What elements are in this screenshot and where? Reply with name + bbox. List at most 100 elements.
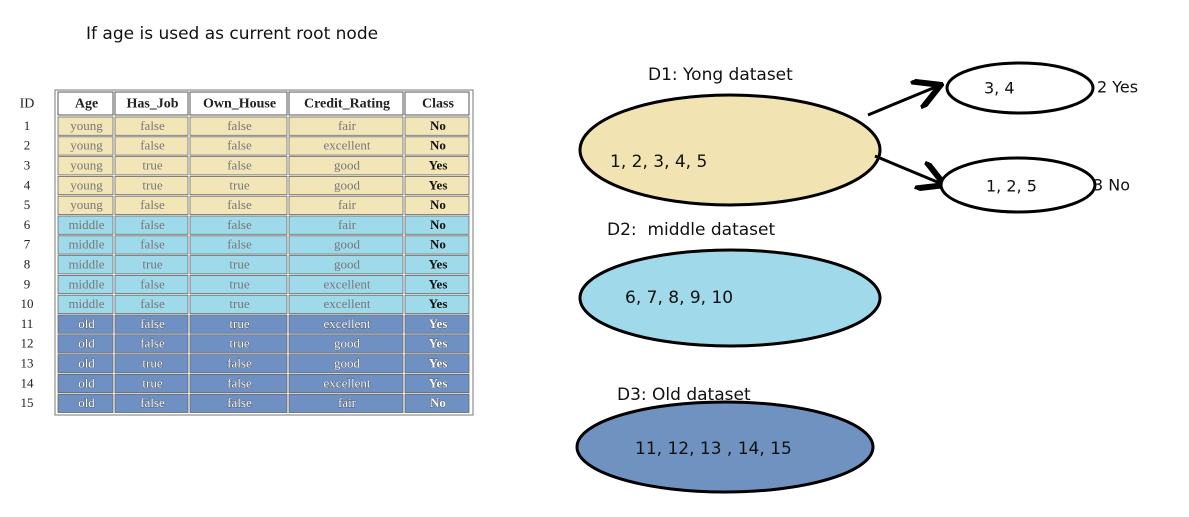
- dataset-label: D1: Yong dataset: [648, 65, 793, 85]
- cell-text: false: [140, 336, 165, 351]
- row-id: 13: [21, 355, 34, 370]
- cell-text: good: [334, 237, 361, 252]
- dataset-label: D3: Old dataset: [617, 385, 751, 405]
- cell: [404, 294, 470, 314]
- cell-text: young: [70, 197, 103, 212]
- cell: [288, 373, 404, 394]
- cell-text: young: [70, 157, 103, 172]
- cell-text: true: [142, 177, 162, 192]
- cell: [189, 136, 288, 156]
- cell: [404, 156, 470, 176]
- row-id: 8: [24, 256, 31, 271]
- cell-text: No: [430, 138, 446, 153]
- branch-node: [945, 61, 1095, 115]
- cell: [114, 215, 189, 235]
- cell-text: good: [334, 256, 361, 271]
- cell: [404, 136, 470, 156]
- cell-text: good: [334, 336, 361, 351]
- row-id: 12: [21, 336, 34, 351]
- cell: [288, 314, 404, 334]
- row-id: 1: [24, 118, 31, 133]
- cell-text: excellent: [324, 316, 371, 331]
- header-text: Class: [422, 97, 454, 112]
- cell: [404, 393, 470, 413]
- cell-text: false: [140, 217, 165, 232]
- cell: [57, 314, 114, 334]
- cell-text: true: [229, 336, 249, 351]
- cell-text: true: [142, 355, 162, 370]
- row-id: 2: [24, 138, 31, 153]
- title: If age is used as current root node: [86, 24, 378, 44]
- dataset-items: 11, 12, 13 , 14, 15: [635, 439, 792, 459]
- cell-text: Yes: [429, 276, 448, 291]
- cell: [57, 393, 114, 413]
- dataset-items: 1, 2, 3, 4, 5: [610, 152, 707, 172]
- cell-text: false: [227, 375, 252, 390]
- cell-text: excellent: [324, 375, 371, 390]
- cell-text: true: [142, 157, 162, 172]
- cell: [114, 175, 189, 196]
- header-text: Own_House: [203, 97, 276, 112]
- cell-text: true: [229, 177, 249, 192]
- cell: [114, 116, 189, 136]
- cell-text: young: [70, 138, 103, 153]
- cell-text: false: [227, 138, 252, 153]
- cell: [404, 354, 470, 374]
- cell-text: middle: [68, 296, 104, 311]
- header-cell: [114, 91, 189, 116]
- cell-text: false: [140, 118, 165, 133]
- cell: [114, 195, 189, 215]
- cell-text: false: [227, 395, 252, 410]
- cell: [57, 136, 114, 156]
- cell-text: middle: [68, 276, 104, 291]
- cell: [57, 156, 114, 176]
- cell-text: good: [334, 355, 361, 370]
- cell: [189, 294, 288, 314]
- cell-text: No: [430, 118, 446, 133]
- row-id: 15: [21, 395, 34, 410]
- header-cell: [189, 91, 288, 116]
- cell: [288, 195, 404, 215]
- cell: [114, 235, 189, 255]
- cell: [189, 393, 288, 413]
- cell: [189, 195, 288, 215]
- cell: [57, 215, 114, 235]
- cell-text: old: [78, 395, 95, 410]
- cell-text: good: [334, 157, 361, 172]
- cell: [288, 255, 404, 275]
- cell-text: false: [140, 237, 165, 252]
- row-id: 4: [24, 177, 31, 192]
- cell-text: Yes: [429, 256, 448, 271]
- cell-text: Yes: [429, 316, 448, 331]
- cell: [404, 116, 470, 136]
- cell: [189, 314, 288, 334]
- cell-text: false: [227, 355, 252, 370]
- cell: [57, 116, 114, 136]
- cell-text: false: [140, 276, 165, 291]
- cell: [404, 274, 470, 295]
- cell: [189, 373, 288, 394]
- cell-text: true: [229, 276, 249, 291]
- cell-text: Yes: [429, 177, 448, 192]
- cell: [189, 175, 288, 196]
- cell-text: old: [78, 336, 95, 351]
- cell-text: good: [334, 177, 361, 192]
- cell-text: excellent: [324, 276, 371, 291]
- cell: [57, 274, 114, 295]
- row-id: 3: [24, 157, 31, 172]
- arrow: [867, 86, 938, 117]
- cell: [288, 235, 404, 255]
- row-id: 9: [24, 276, 31, 291]
- cell-text: false: [140, 296, 165, 311]
- branch-node: [939, 156, 1097, 214]
- cell-text: fair: [338, 395, 357, 410]
- cell-text: true: [229, 256, 249, 271]
- cell: [404, 334, 470, 354]
- cell: [288, 136, 404, 156]
- cell: [288, 156, 404, 176]
- branch-items: 3, 4: [984, 79, 1015, 98]
- cell: [57, 235, 114, 255]
- header-text: Has_Job: [126, 97, 178, 112]
- cell-text: false: [140, 138, 165, 153]
